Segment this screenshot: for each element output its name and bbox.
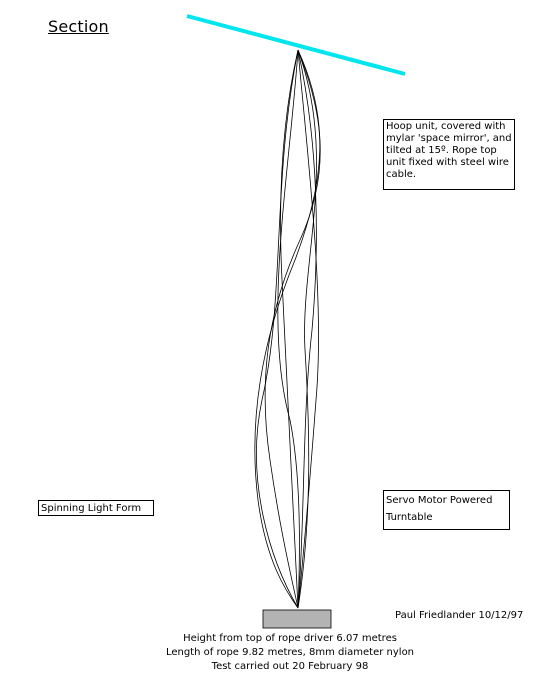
section-title: Section: [48, 17, 109, 36]
rope-loop-8: [277, 49, 300, 609]
caption-height: Height from top of rope driver 6.07 metr…: [183, 633, 397, 644]
hoop-unit-label: Hoop unit, covered with mylar 'space mir…: [383, 119, 515, 190]
caption-test-date: Test carried out 20 February 98: [211, 661, 369, 672]
hoop-mirror: [186, 14, 406, 76]
rope-loops: [254, 49, 321, 609]
author-signature: Paul Friedlander 10/12/97: [395, 610, 524, 621]
rope-loop-7: [297, 49, 319, 609]
spinning-light-form-label: Spinning Light Form: [38, 500, 154, 516]
rope-loop-2: [280, 49, 299, 609]
rope-loop-1: [256, 49, 299, 609]
servo-motor-label: Servo Motor Powered Turntable: [383, 490, 510, 530]
rope-loop-6: [297, 49, 317, 609]
turntable-base: [262, 609, 332, 629]
rope-loop-5: [297, 49, 317, 609]
caption-length: Length of rope 9.82 metres, 8mm diameter…: [165, 647, 415, 658]
caption: Height from top of rope driver 6.07 metr…: [110, 632, 470, 674]
rope-loop-4: [264, 49, 321, 609]
